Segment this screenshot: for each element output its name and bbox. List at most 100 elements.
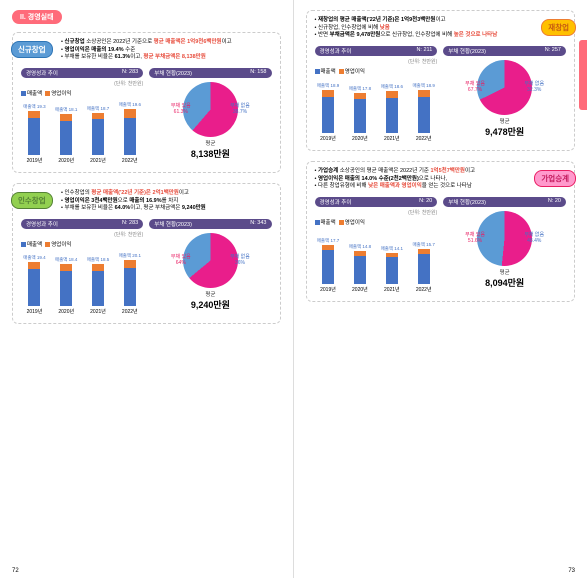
debt-pie-col: 부채 현황(2023) N: 343 부채 있음64% 부채 없음36% 평균 … bbox=[149, 219, 271, 311]
trend-chart-col: 경영성과 추이 N: 283 (단위: 천만원) 매출액 영업이익 매출액 19… bbox=[21, 219, 143, 315]
bar-group: 매출액 17.7 bbox=[315, 238, 342, 285]
bar-sales-seg bbox=[92, 119, 104, 155]
legend: 매출액 영업이익 bbox=[21, 89, 143, 97]
bar bbox=[92, 264, 104, 306]
debt-title: 부채 현황(2023) bbox=[154, 69, 192, 77]
year-label: 2020년 bbox=[346, 286, 373, 293]
bar-sales-seg bbox=[322, 250, 334, 284]
year-label: 2021년 bbox=[85, 157, 112, 164]
bar-group: 매출액 18.9 bbox=[410, 83, 437, 133]
bar-profit-seg bbox=[124, 109, 136, 118]
bar-profit-seg bbox=[92, 264, 104, 271]
avg-label: 평균 bbox=[443, 117, 566, 125]
pie-no-label: 부채 없음32.3% bbox=[524, 80, 544, 93]
bar-chart: 매출액 19.4 매출액 18.4 매출액 18.5 bbox=[21, 251, 143, 306]
legend-profit: 영업이익 bbox=[345, 69, 365, 75]
trend-n: N: 20 bbox=[419, 198, 432, 206]
bar-value-labels: 매출액 15.7 bbox=[413, 242, 435, 248]
bar-value-labels: 매출액 18.9 bbox=[413, 83, 435, 89]
bar-group: 매출액 15.7 bbox=[410, 242, 437, 284]
debt-head: 부채 현황(2023) N: 20 bbox=[443, 197, 566, 207]
bar-chart: 매출액 18.9 매출액 17.8 매출액 18.6 bbox=[315, 78, 438, 133]
bar-sales-seg bbox=[60, 271, 72, 306]
debt-head: 부채 현황(2023) N: 343 bbox=[149, 219, 271, 229]
bar-profit-seg bbox=[386, 91, 398, 98]
bar-group: 매출액 19.6 bbox=[116, 102, 143, 155]
year-label: 2022년 bbox=[410, 135, 437, 142]
pie-chart: 부채 있음64% 부채 없음36% bbox=[183, 233, 238, 288]
pie-chart: 부채 있음61.3% 부채 없음38.7% bbox=[183, 82, 238, 137]
bar-group: 매출액 18.4 bbox=[53, 257, 80, 306]
debt-title: 부채 현황(2023) bbox=[154, 220, 192, 228]
trend-head: 경영성과 추이 N: 283 bbox=[21, 219, 143, 229]
year-label: 2021년 bbox=[85, 308, 112, 315]
pie-no-label: 부채 없음38.7% bbox=[230, 102, 250, 115]
year-label: 2022년 bbox=[410, 286, 437, 293]
bar-group: 매출액 18.9 bbox=[315, 83, 342, 133]
page-spread: II. 경영실태 신규창업 • 신규창업 소상공인은 2022년 기준으로 평균… bbox=[0, 0, 587, 578]
bar-value-labels: 매출액 18.5 bbox=[87, 257, 109, 263]
legend-profit: 영업이익 bbox=[51, 242, 71, 248]
legend-sales-swatch bbox=[21, 91, 26, 96]
bar-sales-seg bbox=[28, 269, 40, 306]
bar-value-labels: 매출액 14.1 bbox=[381, 246, 403, 252]
trend-chart-col: 경영성과 추이 N: 283 (단위: 천만원) 매출액 영업이익 매출액 19… bbox=[21, 68, 143, 164]
avg-value: 8,138만원 bbox=[149, 147, 271, 160]
legend-sales: 매출액 bbox=[321, 220, 336, 226]
year-labels: 2019년2020년2021년2022년 bbox=[315, 135, 438, 142]
bar bbox=[60, 264, 72, 306]
card-content-row: 경영성과 추이 N: 211 (단위: 천만원) 매출액 영업이익 매출액 18… bbox=[315, 46, 567, 142]
trend-n: N: 211 bbox=[416, 47, 432, 55]
year-label: 2019년 bbox=[21, 157, 48, 164]
card-tag: 인수창업 bbox=[11, 192, 53, 209]
card-content-row: 경영성과 추이 N: 283 (단위: 천만원) 매출액 영업이익 매출액 19… bbox=[21, 68, 272, 164]
debt-n: N: 257 bbox=[545, 47, 561, 55]
bar-sales-seg bbox=[124, 118, 136, 155]
bar-profit-seg bbox=[28, 262, 40, 269]
bar-value-labels: 매출액 18.4 bbox=[55, 257, 77, 263]
bar-group: 매출액 18.5 bbox=[85, 257, 112, 306]
pie-no-label: 부채 없음48.4% bbox=[524, 231, 544, 244]
bar-sales-seg bbox=[418, 254, 430, 284]
bar bbox=[92, 113, 104, 156]
pie-yes-label: 부채 있음64% bbox=[171, 253, 191, 266]
avg-label: 평균 bbox=[149, 139, 271, 147]
bar bbox=[60, 114, 72, 155]
year-labels: 2019년2020년2021년2022년 bbox=[21, 157, 143, 164]
bar-sales-seg bbox=[124, 268, 136, 306]
legend-profit-swatch bbox=[339, 69, 344, 74]
year-label: 2022년 bbox=[116, 308, 143, 315]
bar-value-labels: 매출액 14.8 bbox=[349, 244, 371, 250]
trend-n: N: 283 bbox=[122, 220, 138, 228]
card-tag: 재창업 bbox=[541, 19, 576, 36]
page-left: II. 경영실태 신규창업 • 신규창업 소상공인은 2022년 기준으로 평균… bbox=[0, 0, 294, 578]
avg-label: 평균 bbox=[443, 268, 566, 276]
year-label: 2021년 bbox=[378, 286, 405, 293]
card-content-row: 경영성과 추이 N: 283 (단위: 천만원) 매출액 영업이익 매출액 19… bbox=[21, 219, 272, 315]
year-labels: 2019년2020년2021년2022년 bbox=[21, 308, 143, 315]
card-content-row: 경영성과 추이 N: 20 (단위: 천만원) 매출액 영업이익 매출액 17.… bbox=[315, 197, 567, 293]
pie-no-label: 부채 없음36% bbox=[230, 253, 250, 266]
trend-n: N: 283 bbox=[122, 69, 138, 77]
year-label: 2022년 bbox=[116, 157, 143, 164]
bar-profit-seg bbox=[28, 111, 40, 118]
page-number-right: 73 bbox=[568, 568, 575, 574]
bar-group: 매출액 17.8 bbox=[346, 86, 373, 133]
bar-profit-seg bbox=[60, 114, 72, 121]
bar-profit-seg bbox=[60, 264, 72, 271]
debt-n: N: 343 bbox=[250, 220, 266, 228]
bar-profit-seg bbox=[418, 90, 430, 97]
page-right: 재창업 • 재창업의 평균 매출액('22년 기준)은 1억9천3백만원이고• … bbox=[294, 0, 587, 578]
bar-group: 매출액 20.1 bbox=[116, 253, 143, 306]
bar-group: 매출액 14.8 bbox=[346, 244, 373, 284]
card-acquisition: 인수창업 • 인수창업의 평균 매출액('22년 기준)은 2억1백만원이고• … bbox=[12, 183, 281, 324]
bar-value-labels: 매출액 18.7 bbox=[87, 106, 109, 112]
bar-sales-seg bbox=[92, 271, 104, 306]
bar-chart: 매출액 17.7 매출액 14.8 매출액 14.1 bbox=[315, 229, 438, 284]
debt-pie-col: 부채 현황(2023) N: 257 부채 있음67.7% 부채 없음32.3%… bbox=[443, 46, 566, 138]
avg-value: 9,240만원 bbox=[149, 298, 271, 311]
legend-sales: 매출액 bbox=[27, 242, 42, 248]
bar-sales-seg bbox=[354, 99, 366, 133]
legend: 매출액 영업이익 bbox=[315, 218, 438, 226]
bar bbox=[124, 260, 136, 306]
